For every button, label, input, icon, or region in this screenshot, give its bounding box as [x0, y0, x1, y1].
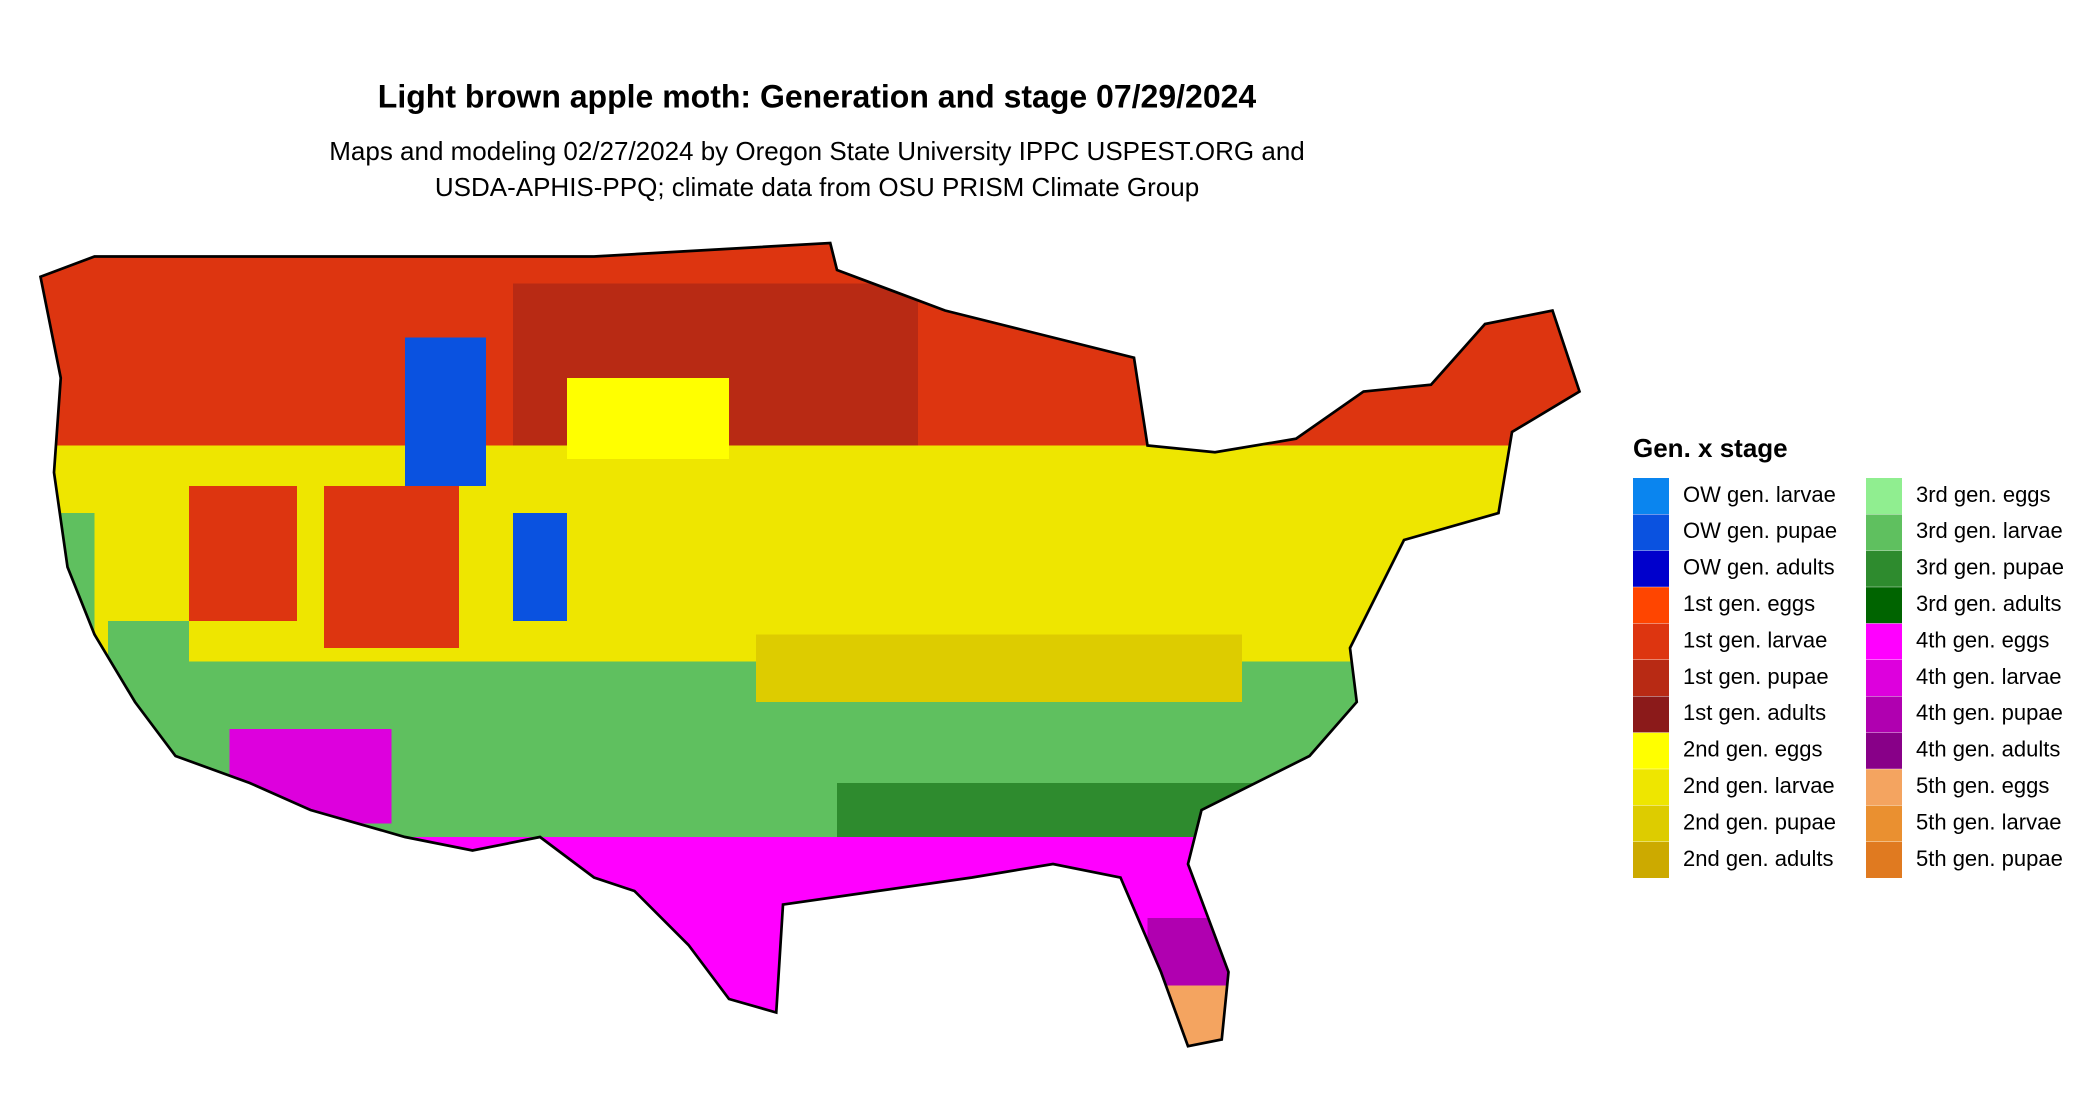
legend-swatch	[1866, 660, 1902, 696]
legend-swatch	[1633, 514, 1669, 551]
legend-swatch	[1633, 732, 1669, 769]
legend-swatch	[1633, 478, 1669, 514]
legend-label: 4th gen. adults	[1916, 737, 2060, 762]
legend-label: 4th gen. pupae	[1916, 700, 2063, 725]
legend-swatch	[1633, 660, 1669, 696]
map-title: Light brown apple moth: Generation and s…	[378, 78, 1257, 114]
map-zone	[567, 378, 729, 459]
us-outline	[38, 241, 1582, 1048]
legend-swatch	[1633, 550, 1669, 587]
map-zone	[513, 513, 567, 621]
legend-swatch	[1633, 842, 1669, 878]
legend-swatch	[1866, 587, 1902, 624]
map-zone	[40, 837, 1580, 1047]
legend: OW gen. larvae OW gen. pupae OW gen. adult…	[1633, 478, 2064, 878]
legend-label: 4th gen. eggs	[1916, 627, 2049, 652]
legend-swatch	[1866, 696, 1902, 733]
legend-swatch	[1866, 550, 1902, 587]
legend-swatch	[1866, 732, 1902, 769]
legend-label: 3rd gen. eggs	[1916, 482, 2051, 507]
legend-swatch	[1866, 623, 1902, 660]
legend-title: Gen. x stage	[1633, 433, 1788, 463]
legend-label: 5th gen. larvae	[1916, 809, 2062, 834]
legend-swatch	[1633, 805, 1669, 842]
map-zones	[40, 243, 1580, 1047]
legend-swatch	[1633, 696, 1669, 733]
map-zone	[1161, 985, 1242, 1047]
legend-label: OW gen. adults	[1683, 555, 1835, 580]
legend-label: 5th gen. eggs	[1916, 773, 2049, 798]
legend-label: OW gen. larvae	[1683, 482, 1836, 507]
legend-label: 2nd gen. adults	[1683, 846, 1833, 871]
map-zone	[108, 621, 189, 743]
legend-swatch	[1866, 514, 1902, 551]
subtitle: Maps and modeling 02/27/2024 by Oregon S…	[329, 136, 1305, 166]
legend-label: 4th gen. larvae	[1916, 664, 2062, 689]
legend-label: 1st gen. adults	[1683, 700, 1826, 725]
map-zone	[189, 486, 297, 621]
legend-label: 3rd gen. pupae	[1916, 555, 2064, 580]
legend-label: 1st gen. eggs	[1683, 591, 1815, 616]
legend-swatch	[1633, 587, 1669, 624]
legend-label: 2nd gen. eggs	[1683, 737, 1822, 762]
legend-label: 1st gen. larvae	[1683, 627, 1827, 652]
map-zone	[1390, 465, 1485, 520]
legend-swatch	[1866, 842, 1902, 878]
legend-label: 2nd gen. pupae	[1683, 809, 1836, 834]
legend-swatch	[1866, 805, 1902, 842]
legend-swatch	[1633, 769, 1669, 806]
map-zone	[405, 337, 486, 486]
legend-swatch	[1866, 478, 1902, 514]
legend-label: 5th gen. pupae	[1916, 846, 2063, 871]
legend-label: 3rd gen. adults	[1916, 591, 2062, 616]
map	[38, 241, 1582, 1048]
map-zone	[756, 634, 1242, 702]
legend-label: 1st gen. pupae	[1683, 664, 1829, 689]
legend-swatch	[1633, 623, 1669, 660]
legend-label: OW gen. pupae	[1683, 518, 1837, 543]
map-zone	[324, 486, 459, 648]
legend-label: 2nd gen. larvae	[1683, 773, 1835, 798]
map-zone	[40, 513, 95, 675]
legend-label: 3rd gen. larvae	[1916, 518, 2063, 543]
subtitle: USDA-APHIS-PPQ; climate data from OSU PR…	[435, 172, 1199, 202]
legend-swatch	[1866, 769, 1902, 806]
